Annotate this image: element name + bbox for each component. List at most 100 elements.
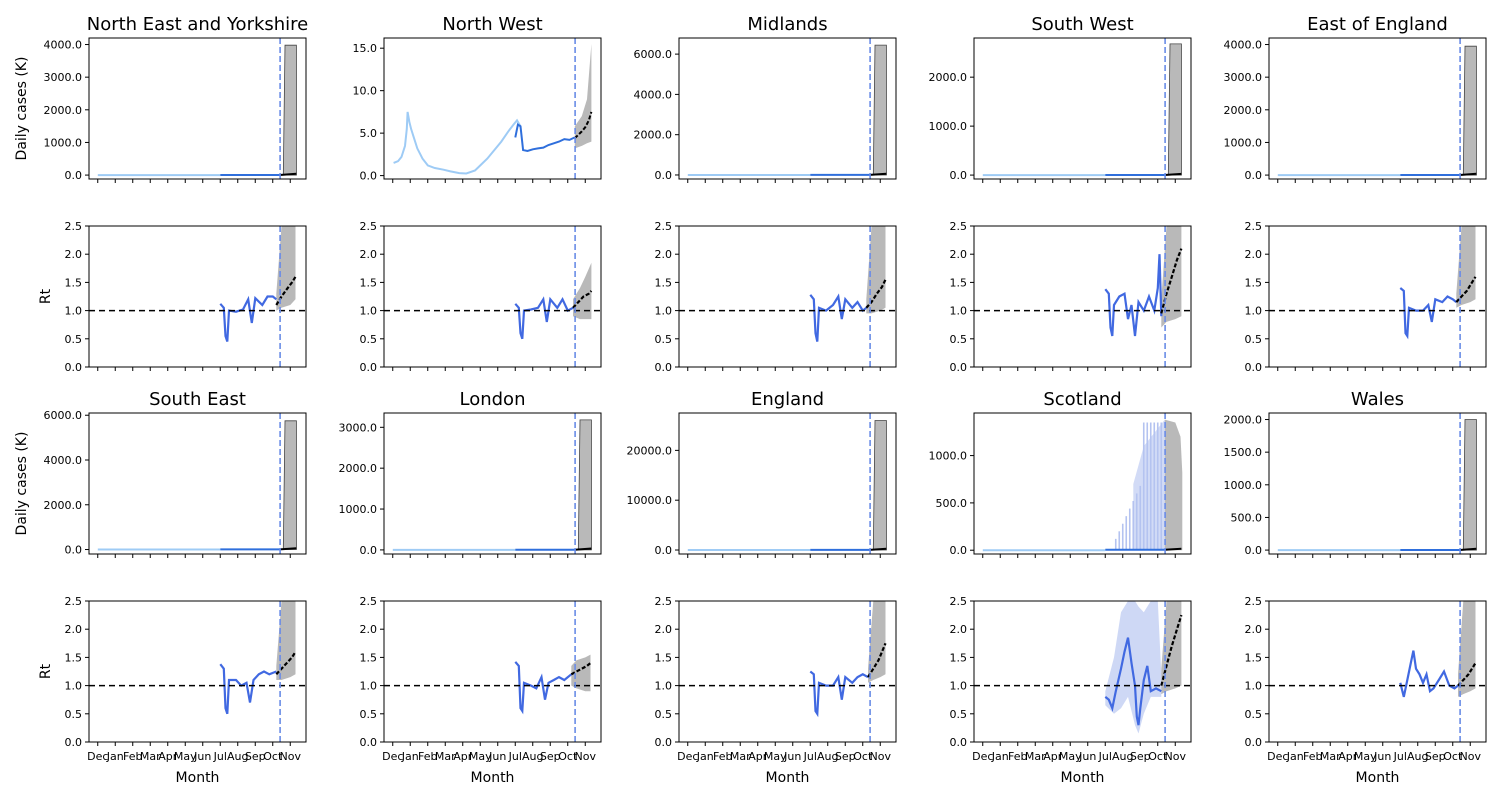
panel-12-frame xyxy=(383,412,602,555)
panel-16-forecast-line xyxy=(275,651,297,676)
panel-20-ytick-label: 0.0 xyxy=(1245,736,1263,749)
panel-17-xlabel: Month xyxy=(471,770,515,786)
panel-15-ytick-label: 500.0 xyxy=(1231,511,1263,524)
panel-15-ytick-label: 1500.0 xyxy=(1224,446,1263,459)
panel-19-xtick-label: Feb xyxy=(1008,750,1027,763)
panel-10-ytick-label: 0.5 xyxy=(1245,333,1263,346)
panel-18-ytick-label: 1.0 xyxy=(655,680,673,693)
panel-4-ytick-label: 1000.0 xyxy=(929,120,968,133)
panel-2-forecast-band xyxy=(574,43,592,149)
panel-20-ytick-label: 1.5 xyxy=(1245,651,1263,664)
panel-6-ytick-label: 2.0 xyxy=(65,248,83,261)
panel-17-forecast-line xyxy=(570,662,592,676)
panel-5-forecast-line xyxy=(1459,172,1477,176)
panel-17-xtick-label: Jan xyxy=(401,750,419,763)
panel-20-xtick-label: Apr xyxy=(1338,750,1358,763)
panel-14-title: Scotland xyxy=(1043,389,1121,410)
panel-3-title: Midlands xyxy=(747,14,827,35)
panel-7-ytick-label: 1.5 xyxy=(360,276,378,289)
panel-1-ytick-label: 3000.0 xyxy=(44,71,83,84)
panel-15-ytick-label: 1000.0 xyxy=(1224,479,1263,492)
panel-17-xtick-label: Nov xyxy=(575,750,597,763)
panel-2-ytick-label: 5.0 xyxy=(360,127,378,140)
panel-20-plot-area xyxy=(1269,601,1486,742)
panel-19-xtick-label: Jan xyxy=(991,750,1009,763)
panel-10-ytick-label: 2.0 xyxy=(1245,248,1263,261)
panel-9-ytick-label: 1.0 xyxy=(950,305,968,318)
panel-16-ytick-label: 1.5 xyxy=(65,651,83,664)
panel-18-ytick-label: 0.0 xyxy=(655,736,673,749)
panel-11: 0.0 2000.0 4000.0 6000.0 South East Daily cas… xyxy=(14,389,307,558)
panel-14-forecast-line xyxy=(1164,547,1182,551)
panel-10-ytick-label: 1.5 xyxy=(1245,276,1263,289)
panel-16-ytick-label: 2.5 xyxy=(65,595,83,608)
panel-18-plot-area xyxy=(679,601,896,742)
panel-9-ytick-label: 2.0 xyxy=(950,248,968,261)
panel-12-forecast-line xyxy=(574,547,592,551)
panel-17-xtick-label: May xyxy=(469,750,492,763)
panel-17-ytick-label: 1.0 xyxy=(360,680,378,693)
panel-10: 0.0 0.5 1.0 1.5 2.0 2.5 xyxy=(1245,220,1487,374)
panel-11-plot-area xyxy=(97,413,297,554)
panel-15-forecast-line xyxy=(1459,547,1477,551)
panel-15-ytick-label: 2000.0 xyxy=(1224,414,1263,427)
panel-20-xtick-label: Dec xyxy=(1267,750,1288,763)
panel-9-ytick-label: 0.5 xyxy=(950,333,968,346)
panel-1-ytick-label: 0.0 xyxy=(65,169,83,182)
panel-15-ytick-label: 0.0 xyxy=(1245,544,1263,557)
panel-6-ytick-label: 0.0 xyxy=(65,361,83,374)
panel-1-plot-area xyxy=(97,38,297,179)
panel-18-ytick-label: 2.0 xyxy=(655,623,673,636)
panel-13-plot-area xyxy=(687,413,887,554)
panel-19-ytick-label: 2.5 xyxy=(950,595,968,608)
panel-13-title: England xyxy=(751,389,824,410)
panel-18-xtick-label: Aug xyxy=(817,750,838,763)
panel-20-xtick-label: Jul xyxy=(1393,750,1407,763)
panel-6-plot-area xyxy=(89,226,306,367)
panel-18-forecast-line xyxy=(867,642,887,678)
panel-7: 0.0 0.5 1.0 1.5 2.0 2.5 xyxy=(360,220,602,374)
panel-10-frame xyxy=(1268,225,1487,368)
panel-11-ytick-label: 6000.0 xyxy=(44,409,83,422)
panel-17-xtick-label: Aug xyxy=(522,750,543,763)
panel-3: 0.0 2000.0 4000.0 6000.0 Midlands xyxy=(634,14,897,183)
panel-5-ytick-label: 1000.0 xyxy=(1224,136,1263,149)
panel-15-plot-area xyxy=(1277,413,1477,554)
panel-20-xtick-label: Feb xyxy=(1303,750,1322,763)
panel-13-forecast-band xyxy=(872,420,887,551)
panel-17-xtick-label: Sep xyxy=(540,750,561,763)
panel-4-ytick-label: 2000.0 xyxy=(929,71,968,84)
panel-4-frame xyxy=(973,37,1192,180)
panel-18-forecast-band xyxy=(868,601,886,683)
panel-12: 0.0 1000.0 2000.0 3000.0 London xyxy=(339,389,602,558)
panel-12-ytick-label: 2000.0 xyxy=(339,462,378,475)
panel-5-ytick-label: 2000.0 xyxy=(1224,104,1263,117)
panel-14-forecast-band xyxy=(1164,419,1183,551)
panel-16-xtick-label: Oct xyxy=(263,750,283,763)
panel-14-frame xyxy=(973,412,1192,555)
panel-16-ytick-label: 0.0 xyxy=(65,736,83,749)
panel-16-xtick-label: Aug xyxy=(227,750,248,763)
panel-16-xtick-label: Apr xyxy=(158,750,178,763)
panel-12-ytick-label: 0.0 xyxy=(360,544,378,557)
panel-20-forecast-line xyxy=(1457,662,1477,687)
panel-16-xtick-label: Nov xyxy=(280,750,302,763)
panel-20-ytick-label: 2.0 xyxy=(1245,623,1263,636)
panel-4-forecast-line xyxy=(1164,172,1182,176)
panel-12-ytick-label: 3000.0 xyxy=(339,421,378,434)
panel-1-ylabel: Daily cases (K) xyxy=(14,57,30,161)
panel-16-xtick-label: Dec xyxy=(87,750,108,763)
panel-12-ytick-label: 1000.0 xyxy=(339,503,378,516)
panel-10-forecast-line xyxy=(1455,276,1477,303)
panel-12-forecast-band xyxy=(577,419,592,551)
panel-8-ytick-label: 2.5 xyxy=(655,220,673,233)
panel-2: 0.0 5.0 10.0 15.0 North West xyxy=(353,14,602,183)
panel-2-ytick-label: 0.0 xyxy=(360,170,378,183)
panel-7-forecast-band xyxy=(573,262,592,320)
panel-20-xtick-label: Mar xyxy=(1320,750,1341,763)
panel-1: 0.0 1000.0 2000.0 3000.0 4000.0 North East an… xyxy=(14,14,308,183)
panel-10-ytick-label: 1.0 xyxy=(1245,305,1263,318)
panel-17-ytick-label: 2.5 xyxy=(360,595,378,608)
panel-19-ytick-label: 1.0 xyxy=(950,680,968,693)
panel-6-ytick-label: 0.5 xyxy=(65,333,83,346)
